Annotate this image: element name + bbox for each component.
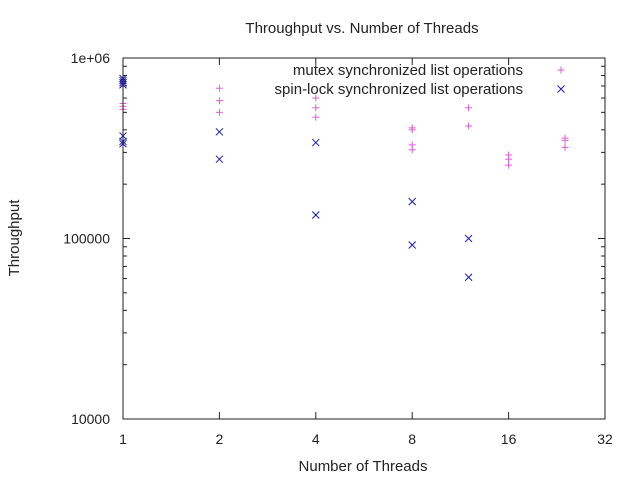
legend-marker bbox=[557, 85, 565, 93]
data-point bbox=[215, 84, 223, 92]
legend-marker bbox=[557, 66, 565, 74]
data-point bbox=[312, 113, 320, 121]
x-axis-label: Number of Threads bbox=[299, 458, 428, 475]
data-point bbox=[465, 122, 473, 130]
data-point bbox=[505, 155, 513, 163]
legend-label: mutex synchronized list operations bbox=[293, 62, 523, 79]
x-tick-label: 32 bbox=[597, 431, 613, 447]
data-point bbox=[408, 126, 416, 134]
data-point bbox=[464, 273, 473, 282]
plot-frame bbox=[122, 57, 606, 420]
ticks-layer: 1 2 4 8 16 32 10000 100000 1e+06 bbox=[63, 50, 613, 447]
data-point bbox=[465, 104, 473, 112]
data-point bbox=[215, 108, 223, 116]
data-point bbox=[561, 136, 569, 144]
y-tick-label: 100000 bbox=[63, 231, 110, 247]
data-point bbox=[215, 97, 223, 105]
data-point bbox=[215, 127, 224, 136]
data-point bbox=[505, 161, 513, 169]
data-point bbox=[408, 241, 417, 249]
data-point bbox=[311, 211, 320, 219]
x-tick-label: 16 bbox=[501, 431, 517, 447]
y-tick-label: 1e+06 bbox=[71, 50, 111, 66]
data-point bbox=[408, 146, 416, 154]
y-axis-label: Throughput bbox=[6, 199, 23, 277]
series-spin-lock bbox=[119, 74, 473, 282]
data-point bbox=[215, 155, 224, 164]
chart-title: Throughput vs. Number of Threads bbox=[245, 20, 478, 37]
points-layer bbox=[119, 74, 569, 282]
x-tick-label: 2 bbox=[216, 431, 224, 447]
data-point bbox=[408, 197, 417, 206]
data-point bbox=[311, 138, 320, 147]
data-point bbox=[312, 104, 320, 112]
data-point bbox=[312, 94, 320, 102]
legend-label: spin-lock synchronized list operations bbox=[275, 81, 523, 98]
x-tick-label: 8 bbox=[408, 431, 416, 447]
data-point bbox=[561, 143, 569, 151]
legend: mutex synchronized list operations spin-l… bbox=[275, 62, 565, 98]
data-point bbox=[464, 234, 473, 243]
x-tick-label: 1 bbox=[119, 431, 127, 447]
x-tick-label: 4 bbox=[312, 431, 320, 447]
y-tick-label: 10000 bbox=[71, 411, 110, 427]
